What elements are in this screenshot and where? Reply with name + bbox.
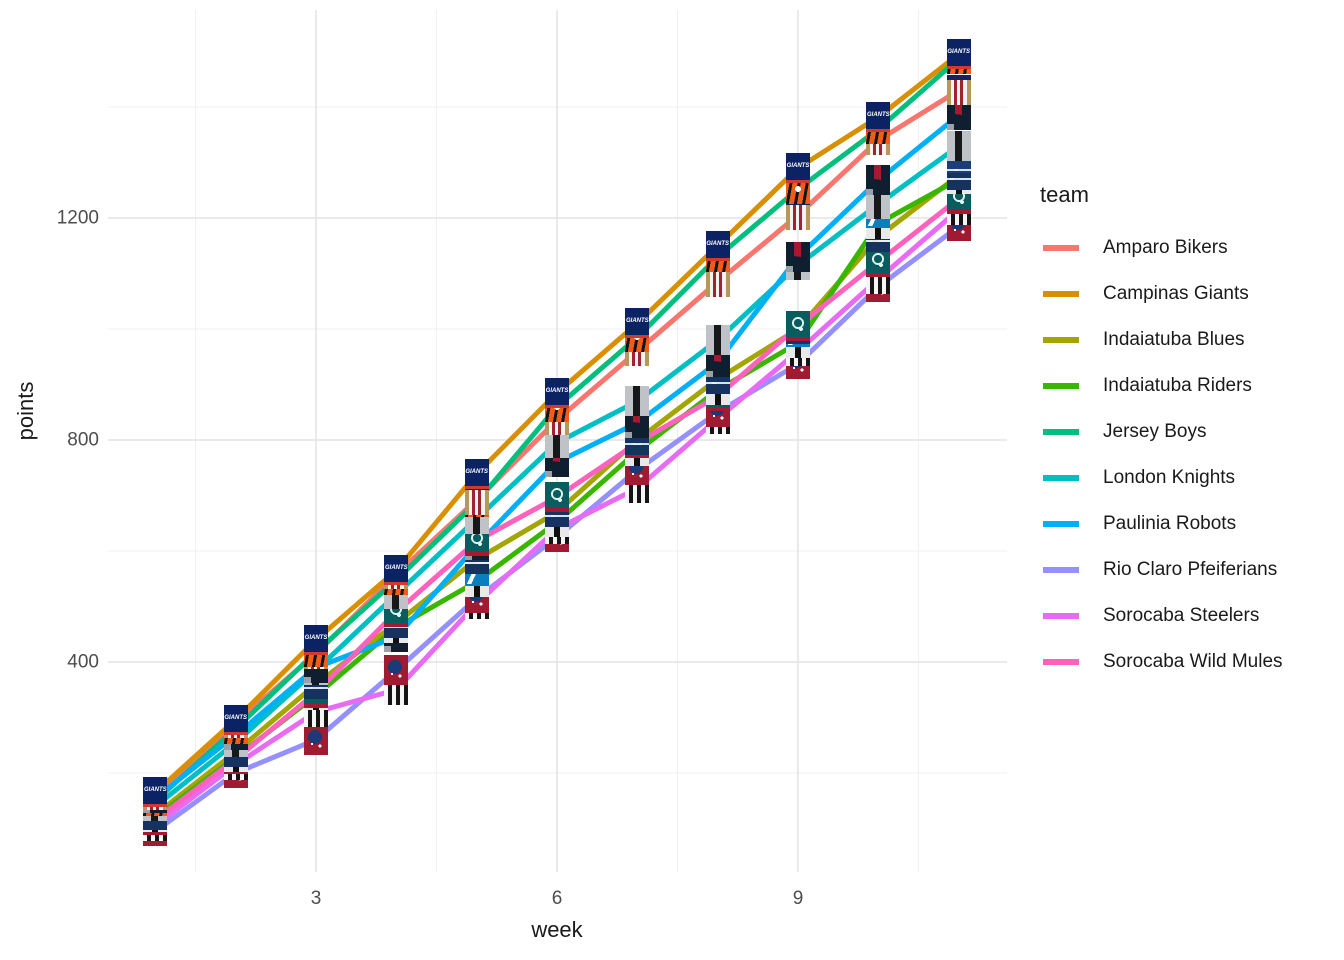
legend: team Amparo Bikers Campinas Giants Indaiat… [1040,182,1283,672]
legend-label: Sorocaba Steelers [1103,605,1260,626]
team-logo-campinas: GIANTS [786,153,810,184]
legend-label: Paulinia Robots [1103,513,1237,534]
team-logo-campinas: GIANTS [866,101,891,132]
legend-key-blues [1043,337,1079,343]
legend-label: Indaiatuba Riders [1103,375,1252,396]
legend-item: Rio Claro Pfeiferians [1040,558,1277,582]
team-logo-campinas: GIANTS [705,230,730,261]
team-logo-blues [946,160,971,191]
legend-label: Sorocaba Wild Mules [1103,651,1283,672]
x-tick-label: 6 [551,888,563,909]
x-tick-label: 9 [792,888,804,909]
legend-key-steelers [1043,613,1079,619]
team-logo-london [705,325,730,356]
y-tick-label: 400 [67,651,99,673]
legend-item: Campinas Giants [1040,282,1249,306]
team-logo-paulinia [866,165,891,196]
team-logo-campinas: GIANTS [143,777,168,808]
team-logo-london [946,130,971,161]
x-axis-title: week [531,917,583,942]
team-logo-amparo [464,484,489,515]
legend-item: Indaiatuba Riders [1040,374,1252,398]
legend-label: London Knights [1103,467,1236,488]
legend-item: Indaiatuba Blues [1040,328,1245,352]
team-logo-campinas: GIANTS [464,458,489,489]
team-logo-campinas: GIANTS [946,39,971,70]
team-logo-campinas: GIANTS [223,704,248,735]
legend-key-jersey [1043,429,1079,435]
legend-label: Campinas Giants [1103,283,1249,304]
legend-key-amparo [1043,245,1079,251]
team-logo-wildmules [545,482,569,513]
y-tick-label: 800 [67,429,99,451]
legend-key-campinas [1043,291,1079,297]
y-tick-label: 1200 [56,207,99,229]
team-logo-rio [304,724,328,755]
legend-label: Rio Claro Pfeiferians [1103,559,1278,580]
legend-item: Sorocaba Wild Mules [1040,650,1283,674]
team-logo-london [625,386,650,417]
team-logo-amparo [786,200,810,231]
team-logo-campinas: GIANTS [625,308,650,339]
legend-item: Paulinia Robots [1040,512,1236,536]
team-logo-amparo [946,75,971,106]
team-logo-rio [384,655,409,686]
legend-item: Jersey Boys [1040,420,1206,444]
legend-key-rio [1043,567,1079,573]
legend-key-riders [1043,383,1079,389]
x-tick-label: 3 [310,888,322,909]
team-logo-paulinia [786,241,810,272]
legend-label: Amparo Bikers [1103,237,1228,258]
legend-title: team [1040,182,1089,207]
team-logo-campinas: GIANTS [384,555,409,586]
legend-item: Sorocaba Steelers [1040,604,1259,628]
legend-key-paulinia [1043,521,1079,527]
legend-key-london [1043,475,1079,481]
legend-label: Jersey Boys [1103,421,1207,442]
legend-key-wildmules [1043,659,1079,665]
team-logo-campinas: GIANTS [304,624,328,655]
legend-item: Amparo Bikers [1040,236,1228,260]
legend-item: London Knights [1040,466,1235,490]
legend-label: Indaiatuba Blues [1103,329,1245,350]
team-logo-wildmules [786,311,810,342]
team-logo-campinas: GIANTS [545,377,569,408]
